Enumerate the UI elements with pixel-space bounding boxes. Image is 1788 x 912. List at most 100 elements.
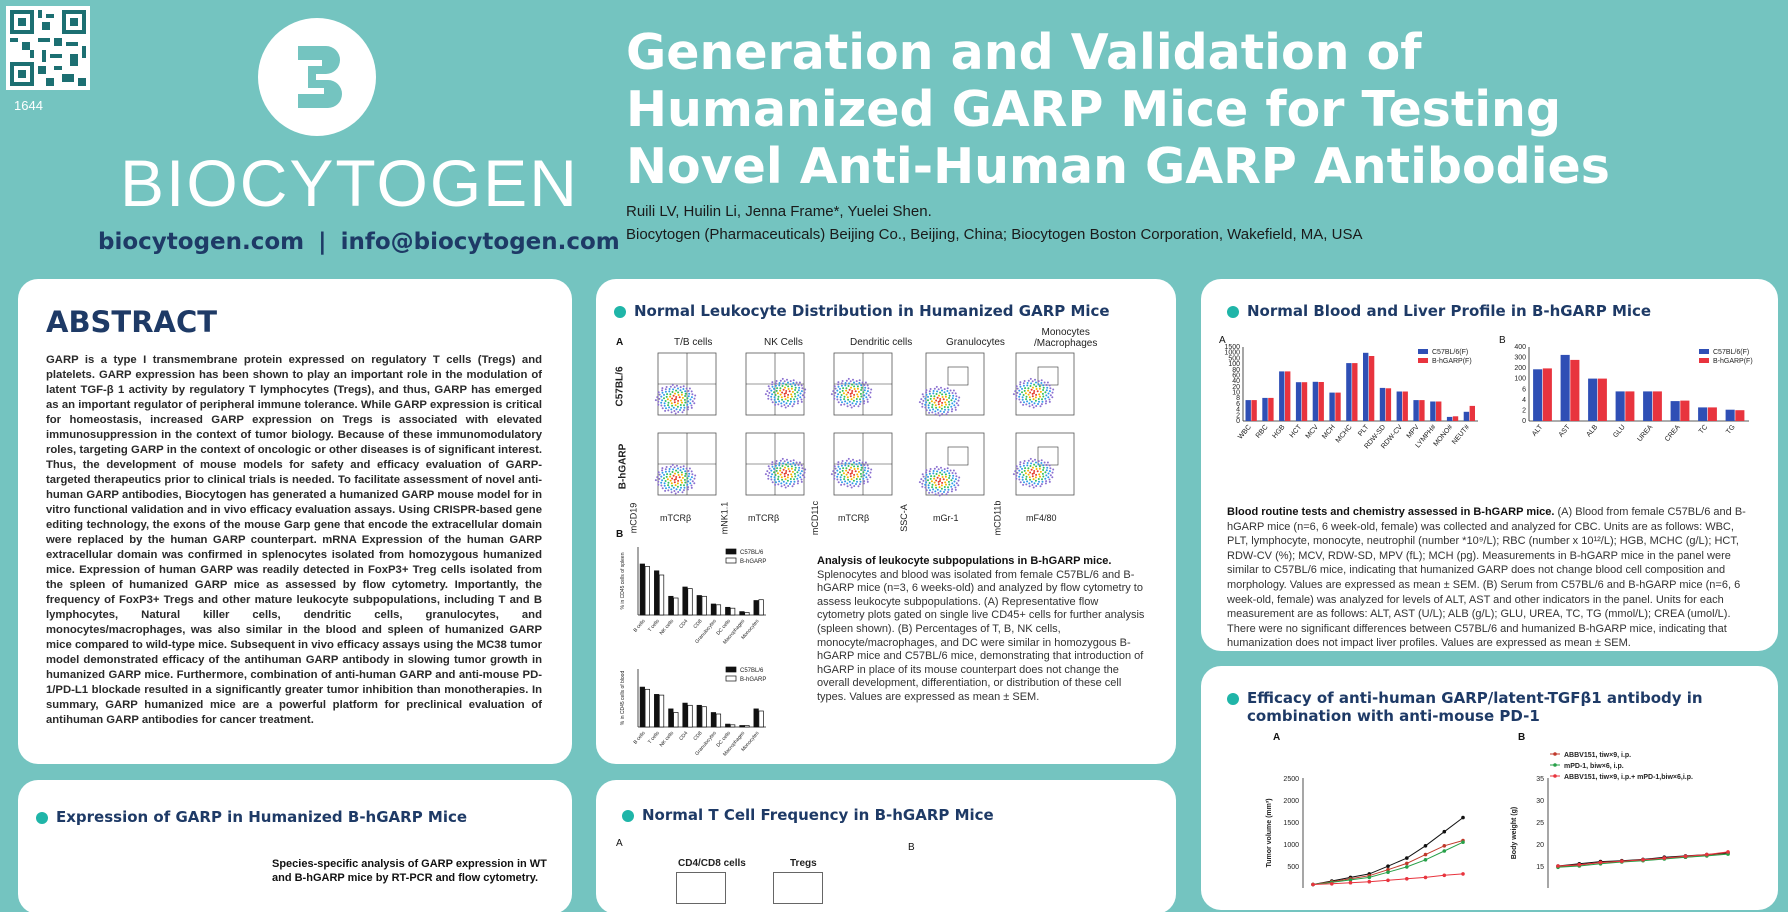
cell-event bbox=[1027, 393, 1030, 396]
cell-event bbox=[773, 467, 775, 470]
cell-event bbox=[837, 401, 840, 404]
cell-event bbox=[687, 480, 690, 483]
cell-event bbox=[676, 405, 679, 408]
tick-label: HGB bbox=[1271, 424, 1286, 440]
cell-event bbox=[948, 392, 951, 395]
cell-event bbox=[1021, 396, 1024, 399]
cell-event bbox=[845, 467, 848, 470]
cell-event bbox=[782, 462, 785, 465]
cell-event bbox=[1039, 395, 1041, 398]
cell-event bbox=[781, 391, 784, 394]
cell-event bbox=[767, 474, 770, 477]
bar bbox=[744, 725, 750, 728]
y-tick-label: 0 bbox=[1236, 418, 1240, 425]
bar bbox=[673, 712, 679, 728]
cell-event bbox=[843, 475, 846, 478]
authors: Ruili LV, Huilin Li, Jenna Frame*, Yuele… bbox=[626, 203, 932, 220]
cell-event bbox=[777, 403, 780, 406]
abstract-panel: ABSTRACT GARP is a type I transmembrane … bbox=[20, 281, 570, 762]
panel-label-a: A bbox=[616, 838, 623, 849]
cell-event bbox=[837, 461, 840, 464]
cell-event bbox=[1032, 406, 1035, 409]
cell-event bbox=[789, 460, 792, 463]
email-link[interactable]: info@biocytogen.com bbox=[340, 229, 620, 255]
cell-event bbox=[676, 402, 679, 405]
cell-event bbox=[844, 384, 847, 387]
y-tick-label: 100 bbox=[1514, 376, 1526, 383]
tick-label: MCHC bbox=[1335, 424, 1354, 445]
cell-event bbox=[770, 389, 773, 392]
cell-event bbox=[948, 477, 951, 479]
cell-event bbox=[869, 476, 872, 479]
cell-event bbox=[771, 393, 774, 396]
cell-event bbox=[1045, 400, 1048, 403]
cell-event bbox=[931, 411, 934, 414]
leukocyte-caption: Analysis of leukocyte subpopulations in … bbox=[817, 555, 1145, 703]
cell-event bbox=[1041, 480, 1044, 483]
cell-event bbox=[768, 391, 771, 394]
cell-event bbox=[785, 402, 788, 405]
cell-event bbox=[693, 397, 696, 400]
cell-event bbox=[855, 478, 858, 480]
cell-event bbox=[1031, 472, 1034, 475]
cell-event bbox=[843, 403, 846, 406]
cell-event bbox=[800, 480, 803, 483]
cell-event bbox=[1042, 464, 1045, 467]
col-label: T/B cells bbox=[674, 337, 713, 348]
cell-event bbox=[933, 387, 936, 390]
legend-swatch bbox=[725, 675, 737, 682]
cell-event bbox=[779, 467, 782, 470]
cell-event bbox=[795, 381, 798, 384]
cell-event bbox=[834, 391, 837, 394]
cell-event bbox=[840, 462, 843, 465]
cell-event bbox=[803, 396, 806, 399]
cell-event bbox=[1049, 474, 1052, 477]
tick-label: CD4 bbox=[678, 618, 689, 630]
cell-event bbox=[1045, 384, 1048, 386]
cell-event bbox=[1031, 484, 1034, 486]
cell-event bbox=[669, 395, 672, 398]
cell-event bbox=[834, 467, 837, 470]
bar bbox=[1268, 397, 1274, 421]
cell-event bbox=[924, 406, 927, 409]
cell-event bbox=[845, 459, 848, 462]
cell-event bbox=[664, 468, 667, 471]
cell-event bbox=[1048, 390, 1051, 393]
cell-event bbox=[797, 394, 800, 397]
cell-event bbox=[790, 473, 793, 476]
cell-event bbox=[768, 387, 771, 390]
cell-event bbox=[939, 410, 942, 413]
cell-event bbox=[1032, 478, 1035, 481]
data-point bbox=[1662, 856, 1667, 860]
cell-event bbox=[693, 402, 696, 405]
cell-event bbox=[691, 480, 694, 483]
x-axis-label: mF4/80 bbox=[1026, 513, 1057, 523]
legend-marker bbox=[1553, 774, 1557, 778]
cell-event bbox=[778, 464, 781, 467]
cell-event bbox=[677, 391, 680, 394]
cell-event bbox=[927, 399, 929, 402]
cell-event bbox=[1033, 470, 1036, 472]
cell-event bbox=[853, 465, 856, 468]
cell-event bbox=[1049, 467, 1052, 470]
bar bbox=[1363, 352, 1369, 421]
cell-event bbox=[691, 393, 694, 396]
cell-event bbox=[796, 391, 799, 394]
cell-event bbox=[1012, 393, 1015, 396]
cell-event bbox=[800, 398, 803, 401]
flow-cytometry-grid bbox=[654, 352, 1075, 497]
cell-event bbox=[846, 485, 849, 488]
cell-event bbox=[839, 391, 841, 394]
cell-event bbox=[784, 386, 786, 389]
cell-event bbox=[943, 411, 945, 413]
cell-event bbox=[683, 484, 685, 487]
cell-event bbox=[947, 486, 949, 489]
bar bbox=[654, 570, 660, 616]
cell-event bbox=[1035, 405, 1038, 407]
cell-event bbox=[1018, 398, 1021, 401]
website-link[interactable]: biocytogen.com bbox=[98, 229, 305, 255]
cell-event bbox=[938, 474, 940, 477]
cell-event bbox=[689, 478, 692, 481]
cell-event bbox=[948, 397, 951, 399]
